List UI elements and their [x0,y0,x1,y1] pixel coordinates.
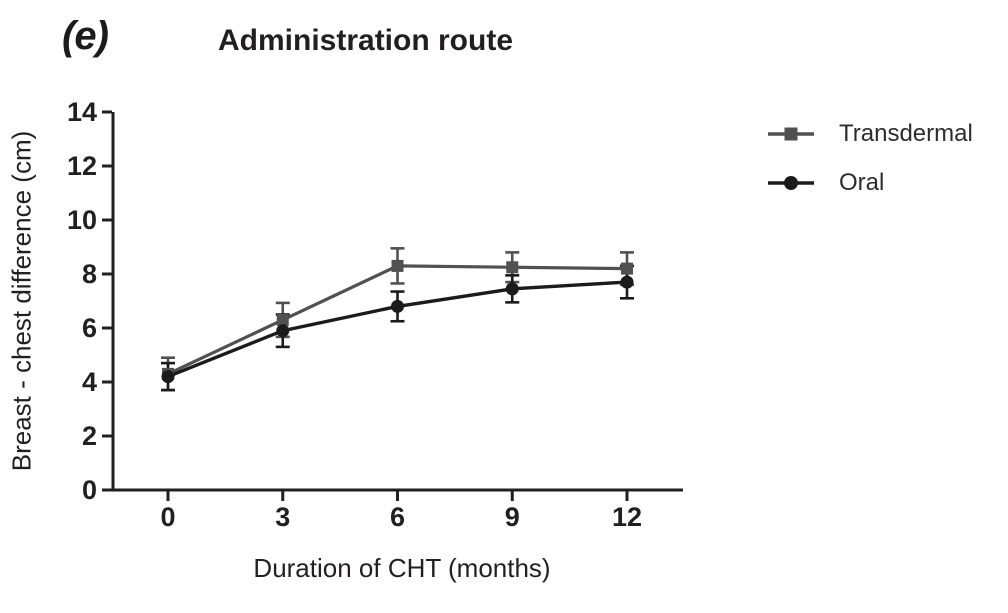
data-point-oral-9 [505,282,519,296]
legend-item-transdermal: Transdermal [768,120,973,148]
panel-label: (e) [62,14,109,58]
data-point-oral-0 [161,370,175,384]
data-point-transdermal-6 [391,259,404,272]
data-point-oral-6 [391,299,404,313]
y-tick-label: 14 [67,97,97,127]
x-tick-label: 12 [612,502,642,532]
transdermal-square-marker-icon [768,127,814,141]
data-point-transdermal-12 [621,262,633,275]
y-tick-label: 0 [82,475,97,505]
data-point-transdermal-3 [276,313,289,326]
data-point-oral-3 [276,324,290,338]
x-tick-label: 0 [160,502,175,532]
data-point-transdermal-9 [506,261,519,274]
x-tick-label: 6 [390,502,405,532]
data-point-oral-12 [620,275,634,289]
y-tick-label: 4 [82,367,97,397]
x-tick-label: 9 [505,502,520,532]
chart-title: Administration route [218,24,514,57]
y-tick-label: 10 [67,205,97,235]
y-tick-label: 8 [82,259,97,289]
y-tick-label: 6 [82,313,97,343]
legend-item-oral: Oral [768,169,973,197]
x-tick-label: 3 [275,502,290,532]
y-tick-label: 12 [67,151,97,181]
oral-circle-marker-icon [768,176,814,190]
legend: Transdermal Oral [768,120,973,197]
x-axis-label: Duration of CHT (months) [253,553,551,583]
legend-label-oral: Oral [839,169,885,196]
legend-label-transdermal: Transdermal [839,120,973,147]
y-tick-label: 2 [82,421,97,451]
